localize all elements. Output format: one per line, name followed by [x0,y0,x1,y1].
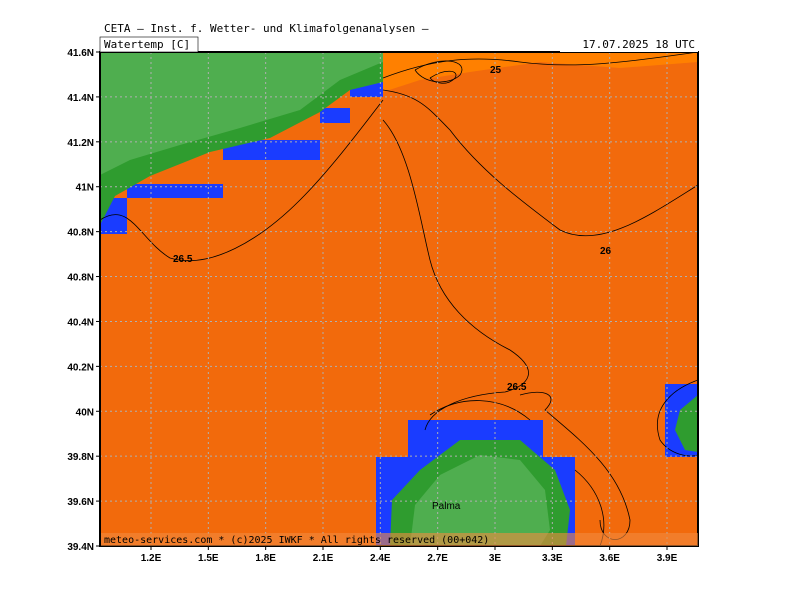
lon-label: 2.1E [313,553,334,564]
lon-label: 3.6E [599,553,620,564]
place-label: Palma [432,501,461,512]
lon-label: 1.8E [255,553,276,564]
lat-label: 41.6N [67,48,94,59]
contour [382,89,699,237]
contour-label: 26.5 [173,254,193,265]
contour [414,60,463,83]
lat-label: 40.2N [67,362,94,373]
land [100,52,383,175]
lat-label: 41N [76,183,94,194]
footer: meteo-services.com * (c)2025 IWKF * All … [104,535,489,546]
footer-box [101,533,698,546]
contour-label: 26 [600,246,612,257]
lat-label: 41.2N [67,138,94,149]
island [410,455,550,546]
contour [99,99,384,262]
lon-label: 3.9E [657,553,678,564]
lon-label: 1.5E [198,553,219,564]
header-title: CETA — Inst. f. Wetter- und Klimafolgena… [104,22,429,35]
lon-label: 3.3E [542,553,563,564]
variable-label: Watertemp [C] [104,38,190,51]
valid-time: 17.07.2025 18 UTC [582,38,695,51]
lat-label: 40N [76,407,94,418]
contour-label: 25 [490,65,502,76]
contour [382,119,529,431]
valid-box [560,37,698,52]
coast-cell [320,108,350,123]
lat-label: 40.8N [67,273,94,284]
contour [429,70,457,84]
lat-label: 39.8N [67,452,94,463]
lat-label: 39.6N [67,497,94,508]
grid [100,52,698,546]
island-edge [675,395,698,452]
variable-box [99,36,199,53]
lon-label: 2.4E [370,553,391,564]
coast-cell [127,184,223,198]
lat-label: 41.4N [67,93,94,104]
lat-label: 40.8N [67,228,94,239]
axes: 41.6N 41.4N 41.2N 41N 40.8N 40.8N 40.4N 40.2N 40… [67,48,677,564]
coast-cell [223,140,320,160]
lat-label: 39.4N [67,542,94,553]
lat-label: 40.4N [67,317,94,328]
lon-label: 1.2E [141,553,162,564]
map-area: 25 26 26.5 26.5 Palma [99,51,699,547]
contour [429,400,531,421]
lon-label: 2.7E [427,553,448,564]
lon-label: 3E [489,553,502,564]
contour-label: 26.5 [507,382,527,393]
